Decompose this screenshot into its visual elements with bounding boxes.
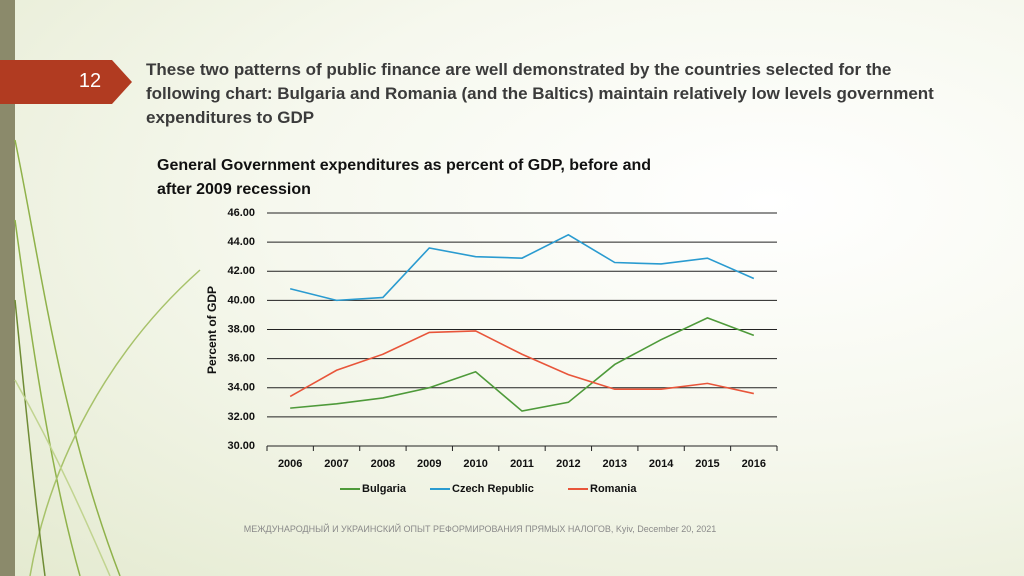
x-tick-label: 2014 — [649, 458, 674, 470]
decor-curves — [14, 139, 201, 576]
y-tick-label: 40.00 — [227, 294, 255, 306]
x-tick-label: 2009 — [417, 458, 441, 470]
legend-label: Bulgaria — [362, 483, 407, 495]
series-line — [289, 330, 754, 398]
y-tick-label: 30.00 — [227, 440, 255, 452]
legend-label: Romania — [590, 483, 637, 495]
y-tick-label: 46.00 — [227, 207, 255, 219]
y-tick-label: 36.00 — [227, 353, 255, 365]
x-tick-label: 2013 — [602, 458, 626, 470]
y-tick-label: 32.00 — [227, 411, 255, 423]
series-line — [289, 233, 755, 302]
series-line — [290, 316, 755, 412]
x-tick-label: 2007 — [324, 458, 348, 470]
footer: МЕЖДУНАРОДНЫЙ И УКРАИНСКИЙ ОПЫТ РЕФОРМИР… — [243, 524, 717, 534]
x-tick-label: 2010 — [463, 458, 487, 470]
y-tick-label: 44.00 — [227, 236, 255, 248]
slide-number: 12 — [78, 70, 102, 92]
x-tick-label: 2015 — [695, 458, 719, 470]
y-tick-label: 38.00 — [227, 323, 255, 335]
x-tick-label: 2012 — [556, 458, 580, 470]
legend-label: Czech Republic — [452, 483, 534, 495]
y-axis-label: Percent of GDP — [205, 286, 219, 374]
x-tick-label: 2006 — [278, 458, 302, 470]
x-tick-label: 2008 — [371, 458, 395, 470]
side-strip — [0, 0, 15, 576]
x-tick-label: 2016 — [742, 458, 766, 470]
slide-heading: These two patterns of public finance are… — [146, 60, 934, 127]
y-tick-label: 34.00 — [227, 382, 255, 394]
slide-number-tag — [0, 60, 132, 104]
chart-title: General Government expenditures as perce… — [157, 157, 652, 198]
y-tick-label: 42.00 — [227, 265, 255, 277]
x-tick-label: 2011 — [510, 458, 534, 470]
